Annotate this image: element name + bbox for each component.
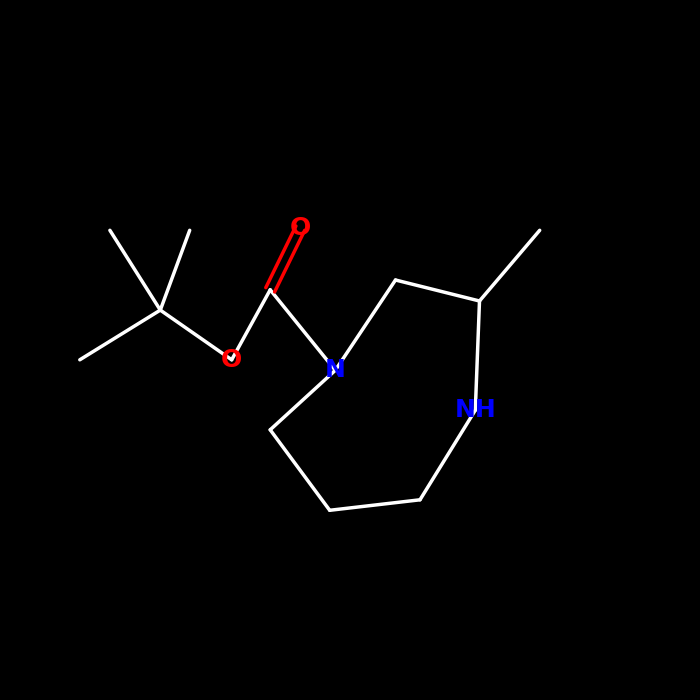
Text: O: O bbox=[221, 348, 242, 372]
Text: N: N bbox=[325, 358, 346, 382]
Text: NH: NH bbox=[454, 398, 496, 422]
Text: O: O bbox=[290, 216, 311, 240]
